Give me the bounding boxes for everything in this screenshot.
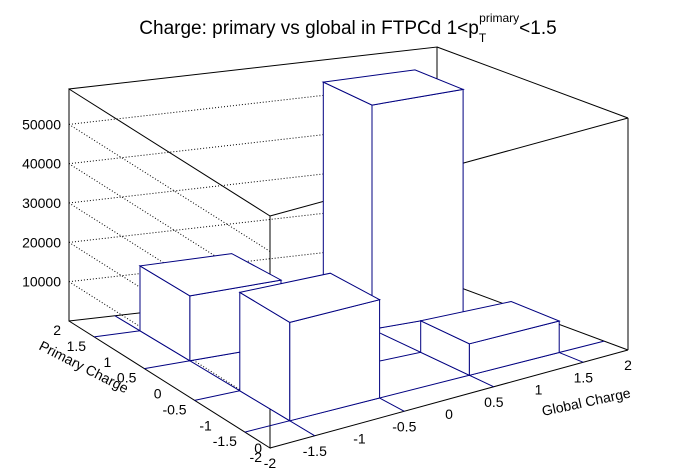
x-tick-label: 0: [445, 406, 453, 422]
bar: [238, 272, 381, 422]
chart-title-main: Charge: primary vs global in FTPCd 1<p: [139, 18, 479, 39]
z-tick-label: 0: [254, 440, 262, 456]
floor-edge-front: [269, 349, 629, 449]
top-edge-right: [436, 46, 629, 119]
z-tick-label: 40000: [22, 156, 61, 172]
x-tick-label: 0.5: [484, 394, 504, 410]
bar-top-face: [238, 272, 381, 323]
chart-title-tail: <1.5: [519, 18, 557, 39]
z-gridline-left: [68, 281, 271, 410]
y-tick-label: -0.5: [162, 401, 186, 417]
bar-top-face: [419, 300, 561, 345]
x-tick-label: 1.5: [574, 369, 594, 385]
x-tick-label: 1: [535, 382, 543, 398]
z-tick-label: 10000: [22, 274, 61, 290]
x-tick-label: 2: [624, 357, 632, 373]
y-tick-label: 0.5: [117, 370, 137, 386]
y-tick-label: 0: [154, 386, 162, 402]
chart-title: Charge: primary vs global in FTPCd 1<pTp…: [139, 11, 556, 45]
bar: [419, 300, 561, 377]
y-tick-label: 2: [53, 322, 61, 338]
y-tick-label: 1.5: [67, 338, 87, 354]
x-tick-label: -0.5: [392, 418, 416, 434]
x-tick-label: -1.5: [303, 443, 327, 459]
chart-title-subscript: T: [479, 31, 487, 45]
bar-top-face: [321, 69, 465, 106]
chart-title-superscript: primary: [479, 11, 519, 25]
y-tick-label: -1.5: [213, 433, 237, 449]
z-tick-label: 50000: [22, 116, 61, 132]
y-tick-label: -2: [250, 449, 263, 465]
z-gridline-left: [68, 123, 271, 252]
z-tick-label: 20000: [22, 234, 61, 250]
bar-front-face: [371, 88, 464, 330]
bar-top-face: [138, 253, 283, 297]
x-tick-label: -1: [353, 431, 366, 447]
bars: [138, 69, 561, 422]
tick-labels: 01000020000300004000050000-2-1.5-1-0.500…: [22, 116, 632, 471]
z-tick-label: 30000: [22, 195, 61, 211]
y-tick-label: -1: [199, 417, 212, 433]
y-tick-label: 1: [104, 354, 112, 370]
x-axis-label: Global Charge: [540, 384, 632, 418]
x-tick-label: -2: [264, 455, 277, 471]
